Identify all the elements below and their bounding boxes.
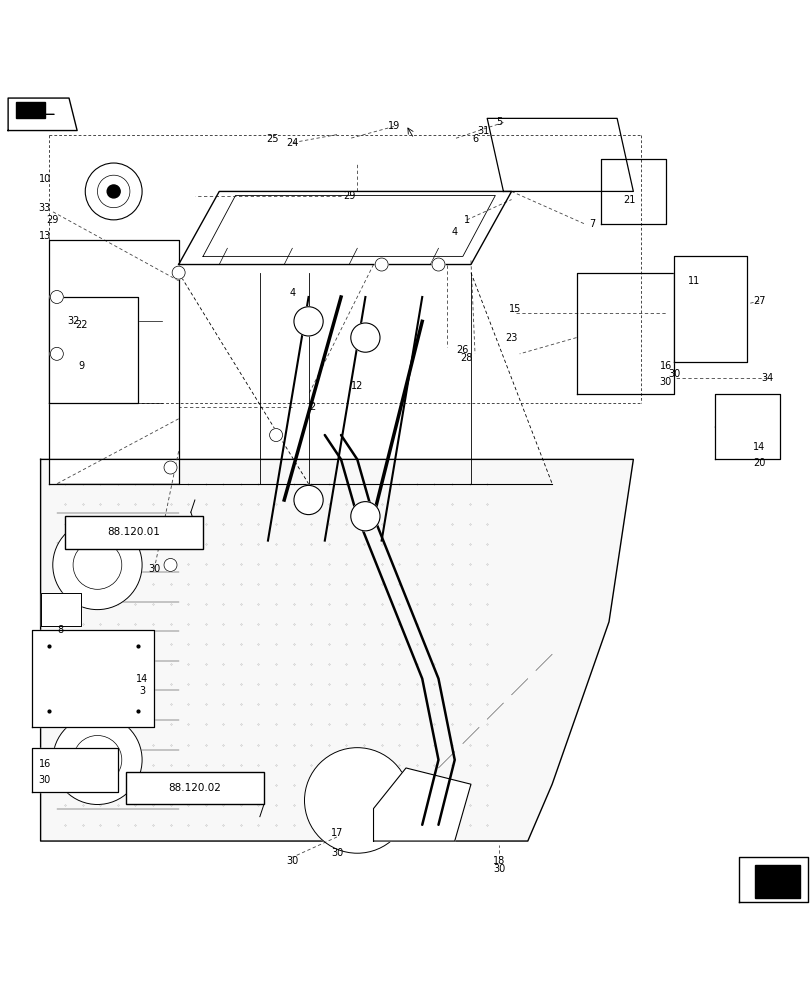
Circle shape: [50, 347, 63, 360]
Text: 7: 7: [589, 219, 595, 229]
Polygon shape: [8, 98, 77, 131]
Text: 88.120.01: 88.120.01: [107, 527, 161, 537]
Text: 9: 9: [78, 361, 84, 371]
Circle shape: [269, 429, 282, 442]
Text: 26: 26: [456, 345, 469, 355]
Text: 30: 30: [38, 775, 51, 785]
Text: 16: 16: [659, 361, 672, 371]
Polygon shape: [576, 273, 673, 394]
Circle shape: [304, 748, 410, 853]
Text: 10: 10: [38, 174, 51, 184]
FancyBboxPatch shape: [126, 772, 264, 804]
Text: 24: 24: [285, 138, 298, 148]
Text: 32: 32: [67, 316, 79, 326]
Circle shape: [375, 258, 388, 271]
Text: 27: 27: [752, 296, 765, 306]
Text: 4: 4: [289, 288, 295, 298]
Text: 13: 13: [38, 231, 51, 241]
Text: 23: 23: [504, 333, 517, 343]
Polygon shape: [714, 394, 779, 459]
Text: 29: 29: [342, 191, 355, 201]
Polygon shape: [41, 593, 81, 626]
Text: 30: 30: [148, 564, 161, 574]
Text: 21: 21: [622, 195, 635, 205]
Polygon shape: [32, 748, 118, 792]
Text: 20: 20: [752, 458, 765, 468]
Text: 15: 15: [508, 304, 521, 314]
Text: 14: 14: [752, 442, 765, 452]
Text: 3: 3: [139, 686, 145, 696]
Text: 8: 8: [58, 625, 64, 635]
Text: 11: 11: [687, 276, 700, 286]
Circle shape: [53, 520, 142, 610]
Text: 1: 1: [463, 215, 470, 225]
Text: 5: 5: [496, 117, 502, 127]
Text: 88.120.02: 88.120.02: [168, 783, 221, 793]
Circle shape: [164, 558, 177, 571]
Text: 16: 16: [38, 759, 51, 769]
Polygon shape: [32, 630, 154, 727]
Text: 29: 29: [46, 215, 59, 225]
Polygon shape: [754, 865, 799, 898]
Polygon shape: [49, 240, 178, 484]
Circle shape: [107, 185, 120, 198]
Text: 4: 4: [451, 227, 457, 237]
Circle shape: [53, 715, 142, 804]
Text: 30: 30: [659, 377, 672, 387]
Text: 30: 30: [330, 848, 343, 858]
Polygon shape: [373, 768, 470, 841]
Text: 19: 19: [387, 121, 400, 131]
Circle shape: [172, 266, 185, 279]
Text: 25: 25: [265, 134, 278, 144]
Circle shape: [431, 258, 444, 271]
Circle shape: [164, 461, 177, 474]
Circle shape: [50, 291, 63, 303]
Circle shape: [53, 634, 142, 723]
Circle shape: [85, 163, 142, 220]
Text: 30: 30: [285, 856, 298, 866]
Polygon shape: [487, 118, 633, 191]
Text: 28: 28: [460, 353, 473, 363]
Text: 6: 6: [471, 134, 478, 144]
Text: 14: 14: [135, 674, 148, 684]
Circle shape: [294, 307, 323, 336]
Text: 17: 17: [330, 828, 343, 838]
Polygon shape: [738, 857, 807, 902]
Circle shape: [350, 323, 380, 352]
Text: 18: 18: [492, 856, 505, 866]
Polygon shape: [16, 102, 45, 118]
Polygon shape: [673, 256, 746, 362]
Polygon shape: [600, 159, 665, 224]
Circle shape: [350, 502, 380, 531]
Text: 33: 33: [38, 203, 51, 213]
FancyBboxPatch shape: [65, 516, 203, 549]
Text: 22: 22: [75, 320, 88, 330]
Polygon shape: [178, 191, 511, 265]
Text: 30: 30: [667, 369, 680, 379]
Text: 34: 34: [760, 373, 773, 383]
Polygon shape: [49, 297, 138, 403]
Text: 30: 30: [492, 864, 505, 874]
Circle shape: [294, 485, 323, 515]
Text: 12: 12: [350, 381, 363, 391]
Text: 2: 2: [309, 402, 315, 412]
Text: 31: 31: [476, 126, 489, 136]
Polygon shape: [41, 459, 633, 841]
